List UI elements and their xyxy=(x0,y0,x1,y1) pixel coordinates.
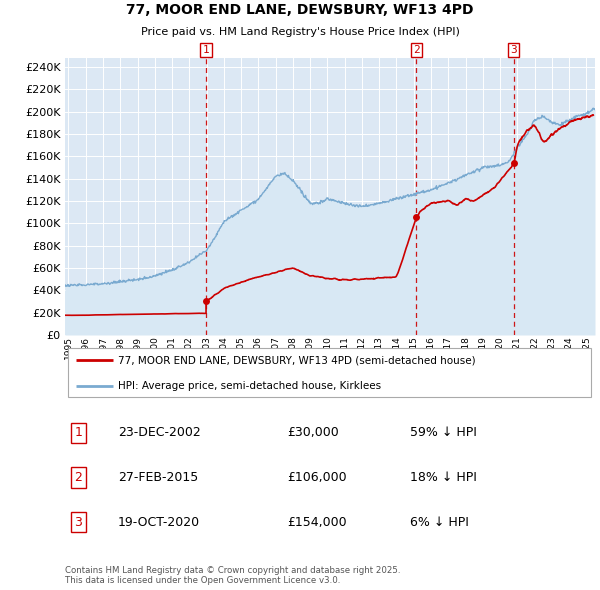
Text: 1: 1 xyxy=(203,45,209,55)
Text: Contains HM Land Registry data © Crown copyright and database right 2025.
This d: Contains HM Land Registry data © Crown c… xyxy=(65,566,401,585)
Text: 1: 1 xyxy=(74,427,82,440)
Text: 6% ↓ HPI: 6% ↓ HPI xyxy=(409,516,469,529)
Text: HPI: Average price, semi-detached house, Kirklees: HPI: Average price, semi-detached house,… xyxy=(118,381,381,391)
Text: 2: 2 xyxy=(413,45,419,55)
Text: 77, MOOR END LANE, DEWSBURY, WF13 4PD: 77, MOOR END LANE, DEWSBURY, WF13 4PD xyxy=(126,3,474,17)
Text: 77, MOOR END LANE, DEWSBURY, WF13 4PD (semi-detached house): 77, MOOR END LANE, DEWSBURY, WF13 4PD (s… xyxy=(118,355,476,365)
Text: £154,000: £154,000 xyxy=(287,516,347,529)
Text: £30,000: £30,000 xyxy=(287,427,340,440)
Text: 18% ↓ HPI: 18% ↓ HPI xyxy=(409,471,476,484)
Text: £106,000: £106,000 xyxy=(287,471,347,484)
Text: 3: 3 xyxy=(74,516,82,529)
Text: 3: 3 xyxy=(511,45,517,55)
Text: 59% ↓ HPI: 59% ↓ HPI xyxy=(409,427,476,440)
Text: 23-DEC-2002: 23-DEC-2002 xyxy=(118,427,201,440)
Text: 2: 2 xyxy=(74,471,82,484)
FancyBboxPatch shape xyxy=(68,348,591,397)
Text: Price paid vs. HM Land Registry's House Price Index (HPI): Price paid vs. HM Land Registry's House … xyxy=(140,27,460,37)
Text: 27-FEB-2015: 27-FEB-2015 xyxy=(118,471,198,484)
Text: 19-OCT-2020: 19-OCT-2020 xyxy=(118,516,200,529)
